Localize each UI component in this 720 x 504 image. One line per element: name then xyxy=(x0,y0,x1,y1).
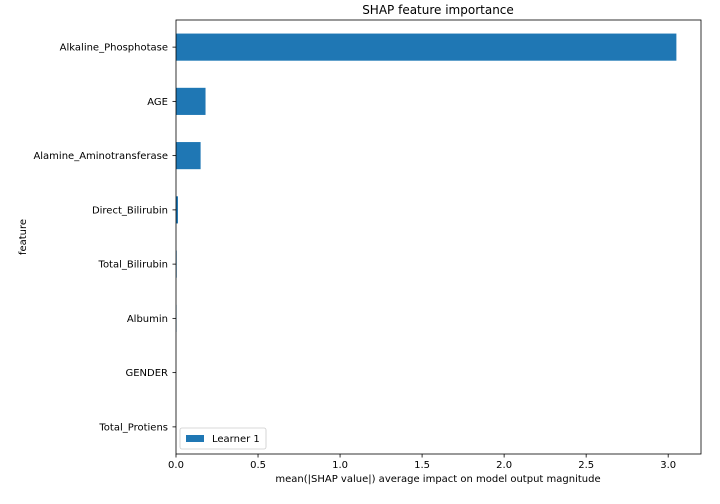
y-tick-label: GENDER xyxy=(125,368,168,379)
legend-swatch xyxy=(186,435,204,442)
legend-box xyxy=(179,427,267,450)
x-tick-label: 1.5 xyxy=(414,460,430,471)
plot-frame xyxy=(175,19,702,455)
y-tick-label: Total_Bilirubin xyxy=(98,260,168,271)
x-axis-label: mean(|SHAP value|) average impact on mod… xyxy=(275,474,600,485)
x-tick-label: 0.0 xyxy=(168,460,184,471)
x-ticks-group: 0.0 0.5 1.0 1.5 2.0 2.5 3.0 xyxy=(168,454,676,471)
y-tick-label: AGE xyxy=(147,97,168,108)
y-tick-label: Direct_Bilirubin xyxy=(92,205,168,216)
bars-group xyxy=(176,33,677,332)
bar-age xyxy=(176,87,206,115)
y-tick-label: Albumin xyxy=(127,314,168,325)
legend-label: Learner 1 xyxy=(212,434,260,445)
x-tick-label: 1.0 xyxy=(332,460,348,471)
y-tick-label: Alamine_Aminotransferase xyxy=(33,151,168,162)
legend: Learner 1 xyxy=(179,427,267,450)
bar-direct-bilirubin xyxy=(176,196,178,224)
x-tick-label: 0.5 xyxy=(250,460,266,471)
x-tick-label: 2.5 xyxy=(578,460,594,471)
y-ticks-group: Alkaline_Phosphotase AGE Alamine_Aminotran… xyxy=(33,43,176,433)
y-tick-label: Total_Protiens xyxy=(98,422,168,433)
y-axis-label: feature xyxy=(18,219,29,255)
x-tick-label: 2.0 xyxy=(496,460,512,471)
bar-alamine-aminotransferase xyxy=(176,142,201,170)
x-tick-label: 3.0 xyxy=(660,460,676,471)
y-tick-label: Alkaline_Phosphotase xyxy=(60,43,168,54)
bar-alkaline-phosphotase xyxy=(176,33,677,61)
chart-title: SHAP feature importance xyxy=(362,3,514,17)
